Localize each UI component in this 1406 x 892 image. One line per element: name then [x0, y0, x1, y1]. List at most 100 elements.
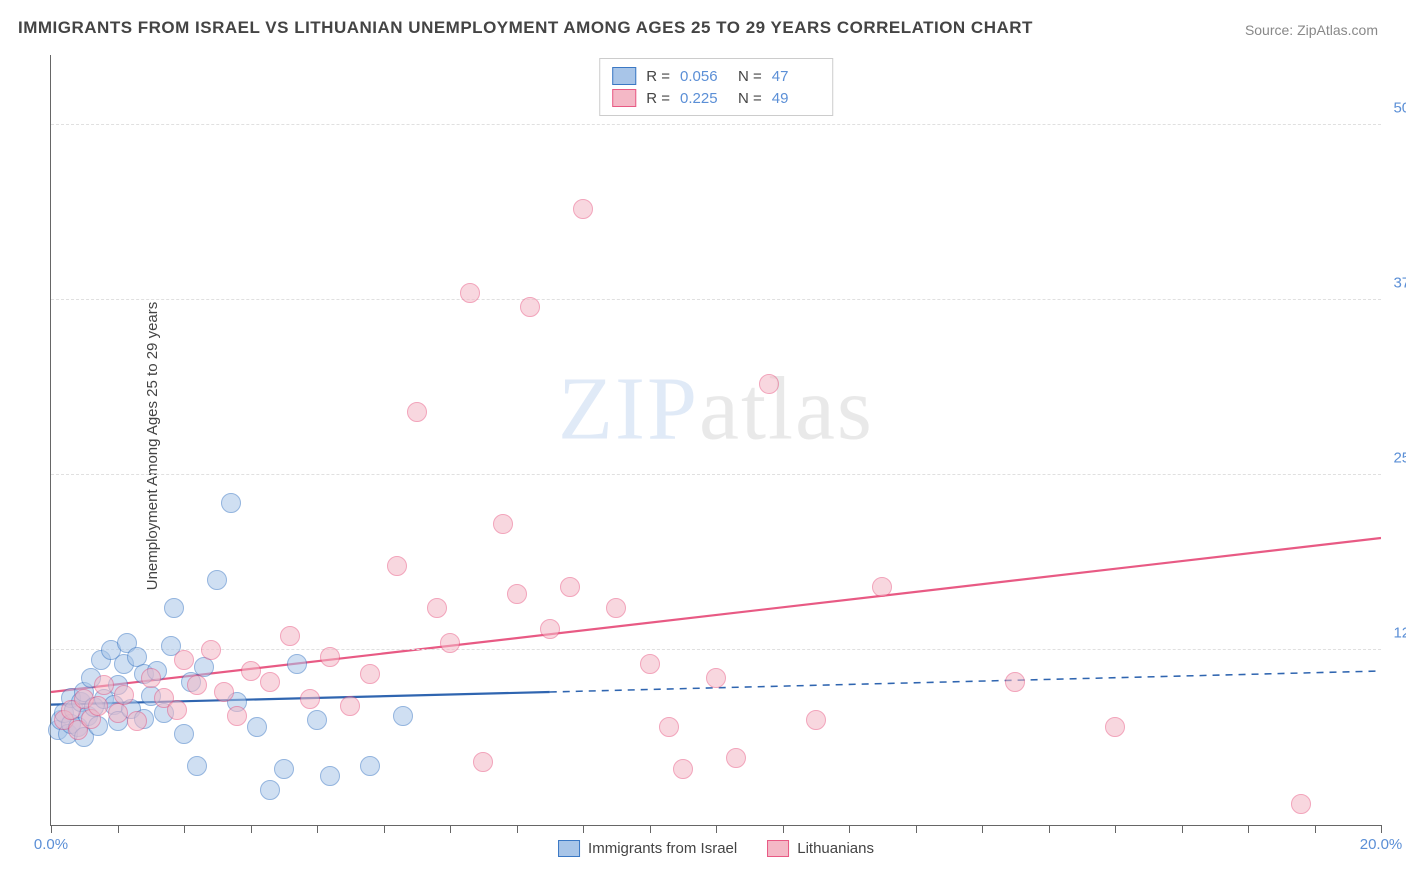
x-tick — [849, 825, 850, 833]
gridline-h — [51, 649, 1381, 650]
legend-series: Immigrants from Israel Lithuanians — [558, 840, 874, 857]
point-lithuanians — [1105, 717, 1125, 737]
point-lithuanians — [114, 685, 134, 705]
point-lithuanians — [280, 626, 300, 646]
point-lithuanians — [673, 759, 693, 779]
x-tick — [517, 825, 518, 833]
point-lithuanians — [214, 682, 234, 702]
gridline-h — [51, 474, 1381, 475]
watermark-light: atlas — [699, 360, 874, 459]
point-israel — [174, 724, 194, 744]
y-tick-label: 25.0% — [1393, 450, 1406, 467]
point-lithuanians — [460, 283, 480, 303]
x-tick — [1248, 825, 1249, 833]
legend-label: Lithuanians — [797, 840, 874, 857]
source-prefix: Source: — [1245, 22, 1297, 38]
point-israel — [207, 570, 227, 590]
gridline-h — [51, 124, 1381, 125]
watermark-bold: ZIP — [558, 360, 699, 459]
point-lithuanians — [360, 664, 380, 684]
point-lithuanians — [167, 700, 187, 720]
point-israel — [221, 493, 241, 513]
point-lithuanians — [108, 703, 128, 723]
point-israel — [307, 710, 327, 730]
point-lithuanians — [227, 706, 247, 726]
point-lithuanians — [726, 748, 746, 768]
point-lithuanians — [320, 647, 340, 667]
legend-R-value: 0.225 — [680, 90, 728, 107]
point-lithuanians — [127, 711, 147, 731]
x-tick — [251, 825, 252, 833]
point-lithuanians — [659, 717, 679, 737]
legend-N-label: N = — [738, 68, 762, 85]
point-lithuanians — [493, 514, 513, 534]
point-lithuanians — [440, 633, 460, 653]
x-tick-label: 20.0% — [1360, 836, 1403, 853]
x-tick — [118, 825, 119, 833]
legend-R-value: 0.056 — [680, 68, 728, 85]
gridline-h — [51, 299, 1381, 300]
point-lithuanians — [260, 672, 280, 692]
legend-stats-row-lithuanians: R =0.225N =49 — [612, 87, 820, 109]
point-lithuanians — [640, 654, 660, 674]
point-israel — [360, 756, 380, 776]
point-israel — [274, 759, 294, 779]
point-lithuanians — [706, 668, 726, 688]
x-tick-label: 0.0% — [34, 836, 68, 853]
swatch-lithuanians — [612, 89, 636, 107]
x-tick — [51, 825, 52, 833]
x-tick — [184, 825, 185, 833]
point-lithuanians — [473, 752, 493, 772]
x-tick — [583, 825, 584, 833]
point-lithuanians — [340, 696, 360, 716]
point-lithuanians — [187, 675, 207, 695]
legend-stats-row-israel: R = 0.056 N = 47 — [612, 65, 820, 87]
y-tick-label: 50.0% — [1393, 100, 1406, 117]
watermark: ZIPatlas — [558, 358, 874, 461]
source-link[interactable]: ZipAtlas.com — [1297, 22, 1378, 38]
y-tick-label: 37.5% — [1393, 275, 1406, 292]
x-tick — [716, 825, 717, 833]
point-israel — [393, 706, 413, 726]
legend-N-value: 47 — [772, 68, 820, 85]
point-lithuanians — [606, 598, 626, 618]
trend-lines — [51, 55, 1381, 825]
point-lithuanians — [540, 619, 560, 639]
legend-R-label: R = — [646, 68, 670, 85]
x-tick — [650, 825, 651, 833]
point-lithuanians — [94, 675, 114, 695]
x-tick — [1315, 825, 1316, 833]
point-israel — [164, 598, 184, 618]
point-israel — [260, 780, 280, 800]
point-lithuanians — [872, 577, 892, 597]
legend-label: Immigrants from Israel — [588, 840, 737, 857]
legend-item-israel: Immigrants from Israel — [558, 840, 737, 857]
point-lithuanians — [407, 402, 427, 422]
x-tick — [450, 825, 451, 833]
x-tick — [384, 825, 385, 833]
legend-item-lithuanians: Lithuanians — [767, 840, 874, 857]
x-tick — [982, 825, 983, 833]
point-israel — [187, 756, 207, 776]
point-lithuanians — [201, 640, 221, 660]
point-lithuanians — [88, 696, 108, 716]
point-lithuanians — [507, 584, 527, 604]
x-tick — [1381, 825, 1382, 833]
x-tick — [916, 825, 917, 833]
x-tick — [1049, 825, 1050, 833]
y-tick-label: 12.5% — [1393, 625, 1406, 642]
swatch-israel — [558, 840, 580, 857]
point-lithuanians — [1005, 672, 1025, 692]
point-lithuanians — [241, 661, 261, 681]
point-israel — [287, 654, 307, 674]
point-lithuanians — [560, 577, 580, 597]
point-lithuanians — [759, 374, 779, 394]
trend-line-israel-extrapolated — [550, 671, 1381, 692]
swatch-israel — [612, 67, 636, 85]
point-lithuanians — [1291, 794, 1311, 814]
point-lithuanians — [806, 710, 826, 730]
legend-N-value: 49 — [772, 90, 820, 107]
point-lithuanians — [141, 668, 161, 688]
point-israel — [320, 766, 340, 786]
legend-stats: R = 0.056 N = 47 R =0.225N =49 — [599, 58, 833, 116]
